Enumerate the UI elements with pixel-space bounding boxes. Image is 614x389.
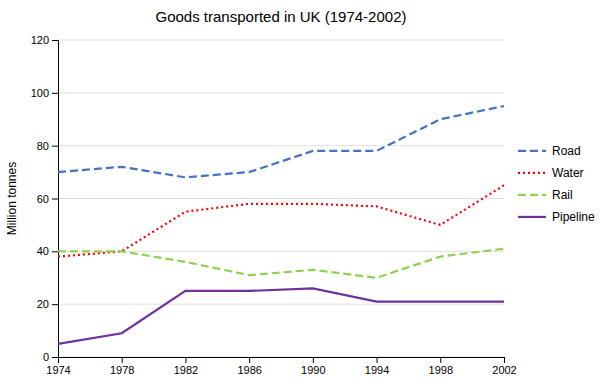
tick-label: 1986 <box>237 364 261 376</box>
tick: 1994 <box>365 357 389 376</box>
legend-label: Water <box>552 166 584 180</box>
tick-mark <box>52 146 58 147</box>
tick: 1978 <box>110 357 134 376</box>
tick-label: 1998 <box>429 364 453 376</box>
tick-mark <box>52 251 58 252</box>
tick-mark <box>52 40 58 41</box>
tick: 1982 <box>174 357 198 376</box>
tick-mark <box>185 357 186 363</box>
series-line <box>58 249 504 278</box>
grid-line <box>58 40 504 41</box>
legend-item: Road <box>518 144 581 158</box>
tick-mark <box>52 304 58 305</box>
grid-line <box>58 145 504 146</box>
y-axis-label: Million tonnes <box>5 162 19 235</box>
tick-mark <box>52 93 58 94</box>
legend-item: Water <box>518 166 584 180</box>
axis-domain <box>52 41 59 358</box>
legend-item: Pipeline <box>518 210 595 224</box>
tick: 1990 <box>301 357 325 376</box>
tick: 80 <box>37 140 58 152</box>
y-axis: 0 20 40 60 80 100 120 <box>31 34 59 363</box>
tick-label: 0 <box>43 351 49 363</box>
legend-item: Rail <box>518 188 573 202</box>
tick-label: 1994 <box>365 364 389 376</box>
tick-mark <box>249 357 250 363</box>
grid-line <box>58 304 504 305</box>
tick-mark <box>122 357 123 363</box>
tick-mark <box>52 199 58 200</box>
series-line <box>58 106 504 177</box>
tick: 60 <box>37 193 58 205</box>
title: Goods transported in UK (1974-2002) <box>156 8 407 25</box>
tick-label: 80 <box>37 140 49 152</box>
tick-mark <box>52 357 58 358</box>
legend-swatch <box>518 172 546 174</box>
tick-label: 120 <box>31 34 49 46</box>
x-axis: 1974 1978 1982 1986 1990 1994 1998 2002 <box>46 357 516 376</box>
legend-swatch <box>518 216 546 218</box>
tick-label: 2002 <box>492 364 516 376</box>
tick: 1974 <box>46 357 70 376</box>
series-group <box>58 106 504 344</box>
grid-line <box>58 92 504 93</box>
plot: 1974 1978 1982 1986 1990 1994 1998 2002 0 20 40 60 8… <box>31 34 517 376</box>
legend-swatch <box>518 194 546 196</box>
series-line <box>58 185 504 256</box>
tick: 20 <box>37 298 58 310</box>
tick-mark <box>313 357 314 363</box>
tick-label: 100 <box>31 87 49 99</box>
legend-label: Rail <box>552 188 573 202</box>
legend-label: Road <box>552 144 581 158</box>
tick-mark <box>440 357 441 363</box>
legend: Road Water Rail Pipeline <box>518 144 595 224</box>
tick: 40 <box>37 245 58 257</box>
tick-label: 1990 <box>301 364 325 376</box>
tick-mark <box>377 357 378 363</box>
tick: 1998 <box>429 357 453 376</box>
tick: 1986 <box>237 357 261 376</box>
tick-label: 1974 <box>46 364 70 376</box>
tick: 0 <box>43 351 58 363</box>
tick: 120 <box>31 34 58 46</box>
grid-line <box>58 198 504 199</box>
chart-container: 1974 1978 1982 1986 1990 1994 1998 2002 0 20 40 60 8… <box>0 0 614 389</box>
tick-label: 1978 <box>110 364 134 376</box>
legend-label: Pipeline <box>552 210 595 224</box>
tick: 100 <box>31 87 58 99</box>
chart-svg: 1974 1978 1982 1986 1990 1994 1998 2002 0 20 40 60 8… <box>0 0 614 389</box>
tick-label: 20 <box>37 298 49 310</box>
tick-label: 40 <box>37 245 49 257</box>
tick: 2002 <box>492 357 516 376</box>
tick-label: 1982 <box>174 364 198 376</box>
tick-label: 60 <box>37 193 49 205</box>
axis-domain <box>59 358 505 364</box>
grid <box>58 40 504 357</box>
series-line <box>58 288 504 343</box>
tick-mark <box>504 357 505 363</box>
legend-swatch <box>518 150 546 152</box>
